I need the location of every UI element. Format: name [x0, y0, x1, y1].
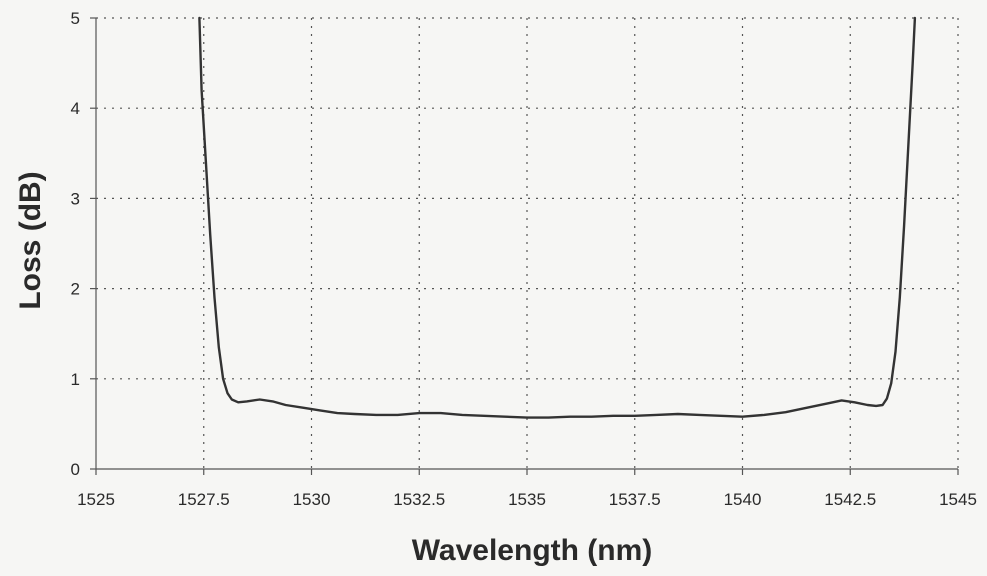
x-tick-label: 1530 [293, 490, 331, 509]
x-axis-title: Wavelength (nm) [412, 534, 653, 567]
y-axis-title: Loss (dB) [14, 171, 47, 309]
y-tick-label: 0 [71, 460, 80, 479]
grid-lines [96, 17, 959, 469]
y-axis-ticks: 0 1 2 3 4 5 [71, 9, 96, 479]
y-tick-label: 3 [71, 189, 80, 208]
x-tick-label: 1545 [939, 490, 977, 509]
loss-series-line [198, 16, 917, 419]
y-tick-label: 2 [71, 280, 80, 299]
series-layer [198, 16, 917, 419]
x-tick-label: 1525 [77, 490, 115, 509]
y-tick-label: 5 [71, 9, 80, 28]
x-tick-label: 1527.5 [178, 490, 230, 509]
x-tick-label: 1542.5 [824, 490, 876, 509]
y-tick-label: 4 [71, 99, 80, 118]
x-tick-label: 1532.5 [393, 490, 445, 509]
x-tick-label: 1540 [724, 490, 762, 509]
x-tick-label: 1537.5 [609, 490, 661, 509]
x-tick-label: 1535 [508, 490, 546, 509]
y-tick-label: 1 [71, 370, 80, 389]
x-axis-ticks: 1525 1527.5 1530 1532.5 1535 1537.5 1540 1542.5… [77, 469, 977, 509]
